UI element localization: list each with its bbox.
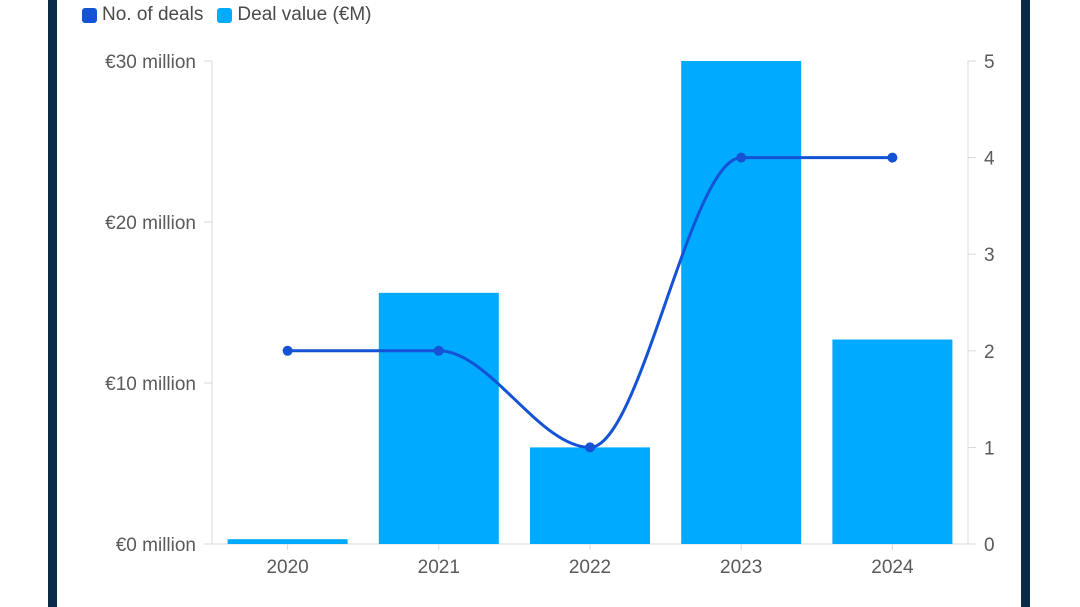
y-left-tick-label: €20 million bbox=[105, 213, 196, 234]
x-tick-label: 2024 bbox=[871, 557, 914, 578]
deals-line bbox=[287, 156, 893, 449]
y-right-tick-label: 5 bbox=[984, 52, 995, 73]
y-left-tick-label: €10 million bbox=[105, 374, 196, 395]
y-right-tick-label: 2 bbox=[984, 342, 995, 363]
deals-point-2021 bbox=[433, 345, 444, 356]
left-frame-border bbox=[48, 0, 57, 607]
legend-item-deals: No. of deals bbox=[82, 4, 203, 26]
right-frame-border bbox=[1021, 0, 1030, 607]
bar-2023 bbox=[681, 61, 802, 544]
legend-label-deals: No. of deals bbox=[102, 4, 204, 25]
bar-2022 bbox=[530, 447, 650, 544]
chart-legend: No. of deals Deal value (€M) bbox=[82, 2, 372, 28]
y-left-tick-label: €30 million bbox=[105, 52, 196, 73]
bar-2020 bbox=[227, 539, 348, 544]
y-right-tick-label: 3 bbox=[984, 245, 995, 266]
legend-swatch-value bbox=[217, 7, 233, 23]
x-tick-label: 2022 bbox=[569, 557, 611, 578]
legend-label-value: Deal value (€M) bbox=[237, 4, 372, 25]
bar-2024 bbox=[832, 339, 953, 544]
x-tick-label: 2020 bbox=[266, 557, 308, 578]
x-tick-label: 2021 bbox=[418, 557, 460, 578]
legend-swatch-deals bbox=[82, 7, 97, 23]
deals-point-2023 bbox=[736, 152, 747, 163]
y-right-tick-label: 4 bbox=[984, 149, 995, 170]
y-right-tick-label: 1 bbox=[984, 438, 995, 459]
deals-point-2024 bbox=[887, 152, 898, 163]
y-right-tick-label: 0 bbox=[984, 535, 995, 556]
y-left-tick-label: €0 million bbox=[116, 535, 196, 556]
deals-point-2022 bbox=[585, 442, 595, 453]
deals-point-2020 bbox=[282, 345, 293, 356]
legend-item-value: Deal value (€M) bbox=[217, 4, 372, 26]
x-tick-label: 2023 bbox=[720, 557, 762, 578]
bar-2021 bbox=[378, 292, 499, 544]
